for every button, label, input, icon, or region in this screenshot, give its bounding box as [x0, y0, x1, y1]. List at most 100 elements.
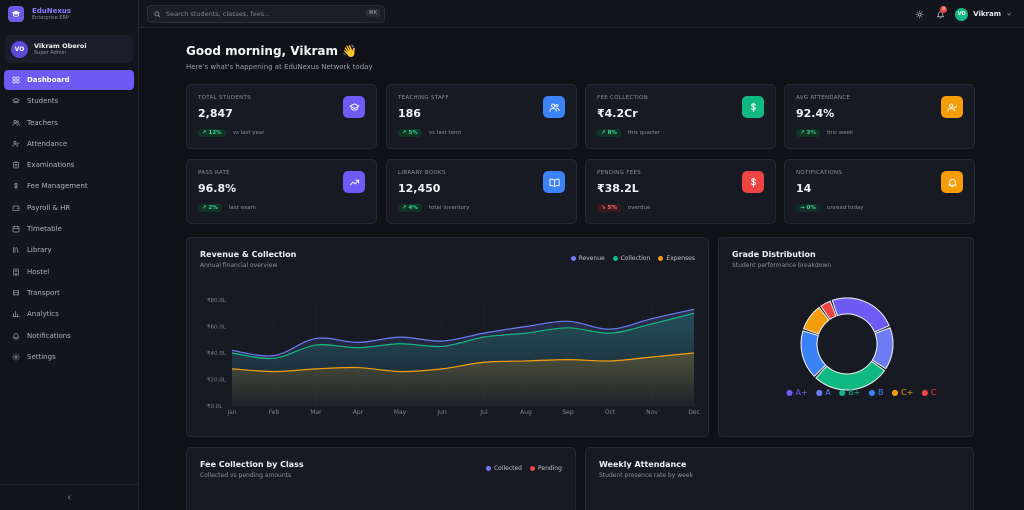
grade-legend-label: B	[878, 388, 884, 397]
series-line-expenses[interactable]	[231, 352, 695, 373]
brand-name: EduNexus	[32, 6, 72, 15]
stat-card-avg-attendance[interactable]: AVG ATTENDANCE 92.4% ↗ 3% this week	[784, 84, 975, 149]
graduation-cap-icon	[343, 96, 365, 118]
legend-item[interactable]: Revenue	[570, 255, 605, 262]
stat-label: TEACHING STAFF	[398, 95, 449, 101]
graduation-cap-icon	[11, 97, 20, 106]
search-input[interactable]	[166, 10, 356, 18]
sidebar-item-label: Fee Management	[27, 182, 88, 191]
sidebar-item-timetable[interactable]: Timetable	[4, 219, 134, 239]
sidebar-item-attendance[interactable]: Attendance	[4, 134, 134, 154]
series-line-collection[interactable]	[231, 312, 695, 360]
stat-card-pass-rate[interactable]: PASS RATE 96.8% ↗ 2% last exam	[186, 159, 377, 224]
sidebar-item-label: Students	[27, 97, 59, 106]
legend-item[interactable]: Expenses	[658, 255, 695, 262]
trend-caption: total inventory	[428, 205, 470, 211]
sidebar-item-label: Hostel	[27, 267, 50, 276]
stat-card-fee-collection[interactable]: FEE COLLECTION ₹4.2Cr ↗ 8% this quarter	[585, 84, 776, 149]
sidebar-item-label: Timetable	[27, 225, 62, 234]
avatar: VO	[11, 40, 28, 58]
sidebar-item-label: Examinations	[27, 161, 75, 170]
sidebar-item-examinations[interactable]: Examinations	[4, 155, 134, 175]
stat-card-teaching-staff[interactable]: TEACHING STAFF 186 ↗ 5% vs last term	[386, 84, 577, 149]
legend-item[interactable]: Collected	[485, 465, 522, 472]
y-tick-label: ₹40.0L	[207, 350, 227, 357]
panel-title: Revenue & Collection	[200, 250, 297, 259]
panel-title: Grade Distribution	[732, 250, 816, 259]
series-line-revenue[interactable]	[231, 308, 695, 357]
donut-slice-a[interactable]	[871, 327, 894, 370]
chart-legend: Collected Pending	[478, 465, 562, 472]
x-tick-label: Jul	[479, 409, 488, 416]
sidebar-item-students[interactable]: Students	[4, 91, 134, 111]
sidebar-item-hostel[interactable]: Hostel	[4, 262, 134, 282]
x-tick-label: Feb	[269, 409, 280, 416]
legend-label: Expenses	[666, 255, 695, 262]
stat-value: 92.4%	[796, 107, 835, 120]
sidebar-item-label: Transport	[27, 288, 60, 297]
sidebar-item-transport[interactable]: Transport	[4, 283, 134, 303]
brand[interactable]: EduNexus Enterprise ERP	[0, 0, 138, 28]
notifications-button[interactable]: 8	[932, 6, 948, 22]
sidebar-item-fee-management[interactable]: Fee Management	[4, 176, 134, 196]
legend-item[interactable]: Pending	[530, 465, 562, 472]
grade-legend-item: ● A+	[786, 388, 808, 397]
stat-card-total-students[interactable]: TOTAL STUDENTS 2,847 ↗ 12% vs last year	[186, 84, 377, 149]
donut-slice-c[interactable]	[820, 300, 837, 321]
grade-distribution-panel: Grade Distribution Student performance b…	[718, 237, 974, 437]
donut-slice-a-plus[interactable]	[831, 297, 890, 333]
donut-slice-c-plus[interactable]	[802, 306, 830, 335]
trend-caption: this week	[826, 130, 854, 136]
stat-value: 2,847	[198, 107, 233, 120]
revenue-chart-panel: Revenue & Collection Annual financial ov…	[186, 237, 709, 437]
bus-icon	[11, 288, 20, 297]
calendar-icon	[11, 225, 20, 234]
search-bar[interactable]: ⌘K	[147, 5, 385, 23]
donut-slice-b-plus[interactable]	[815, 360, 886, 391]
trend-caption: unread today	[826, 205, 864, 211]
y-tick-label: ₹80.0L	[207, 297, 227, 304]
stat-card-notifications[interactable]: NOTIFICATIONS 14 → 0% unread today	[784, 159, 975, 224]
collapse-sidebar-button[interactable]	[0, 484, 139, 510]
stat-card-pending-fees[interactable]: PENDING FEES ₹38.2L ↘ 5% overdue	[585, 159, 776, 224]
user-card[interactable]: VO Vikram Oberoi Super Admin	[5, 35, 133, 63]
search-shortcut: ⌘K	[365, 9, 380, 17]
avatar: VO	[955, 7, 969, 21]
theme-toggle-button[interactable]	[911, 6, 927, 22]
donut-slice-b[interactable]	[800, 330, 827, 378]
sidebar-item-analytics[interactable]: Analytics	[4, 304, 134, 324]
grade-donut-chart	[800, 297, 894, 391]
grade-legend-item: ● B+	[838, 388, 861, 397]
search-icon	[154, 11, 161, 17]
sidebar-item-dashboard[interactable]: Dashboard	[4, 70, 134, 90]
x-tick-label: Dec	[688, 409, 700, 416]
grade-legend-item: ● B	[868, 388, 884, 397]
trend-caption: vs last term	[428, 130, 462, 136]
user-menu-name: Vikram	[973, 10, 1001, 18]
sidebar-item-label: Payroll & HR	[27, 203, 71, 212]
x-tick-label: Jan	[226, 409, 236, 416]
trend-badge: ↗ 2%	[198, 204, 222, 212]
stat-value: 96.8%	[198, 182, 237, 195]
sidebar-item-payroll-hr[interactable]: Payroll & HR	[4, 198, 134, 218]
legend-dot	[570, 256, 576, 261]
building-icon	[11, 267, 20, 276]
sidebar-nav: Dashboard Students Teachers Attendance Exami…	[4, 70, 134, 368]
sidebar-item-library[interactable]: Library	[4, 240, 134, 260]
stat-card-library-books[interactable]: LIBRARY BOOKS 12,450 ↗ 4% total inventor…	[386, 159, 577, 224]
user-menu[interactable]: VO Vikram	[955, 7, 1012, 21]
panel-subtitle: Student performance breakdown	[732, 262, 832, 269]
sidebar-item-notifications[interactable]: Notifications	[4, 326, 134, 346]
sidebar-item-settings[interactable]: Settings	[4, 347, 134, 367]
fee-collection-panel: Fee Collection by Class Collected vs pen…	[186, 447, 576, 510]
bell-icon	[11, 331, 20, 340]
sidebar-item-label: Library	[27, 246, 52, 255]
stat-label: NOTIFICATIONS	[796, 170, 843, 176]
grade-legend-label: B+	[848, 388, 861, 397]
sidebar-item-label: Analytics	[27, 310, 59, 319]
panel-subtitle: Student presence rate by week	[599, 472, 694, 479]
sidebar-item-teachers[interactable]: Teachers	[4, 113, 134, 133]
legend-label: Pending	[538, 465, 562, 472]
legend-item[interactable]: Collection	[612, 255, 650, 262]
wallet-icon	[11, 203, 20, 212]
